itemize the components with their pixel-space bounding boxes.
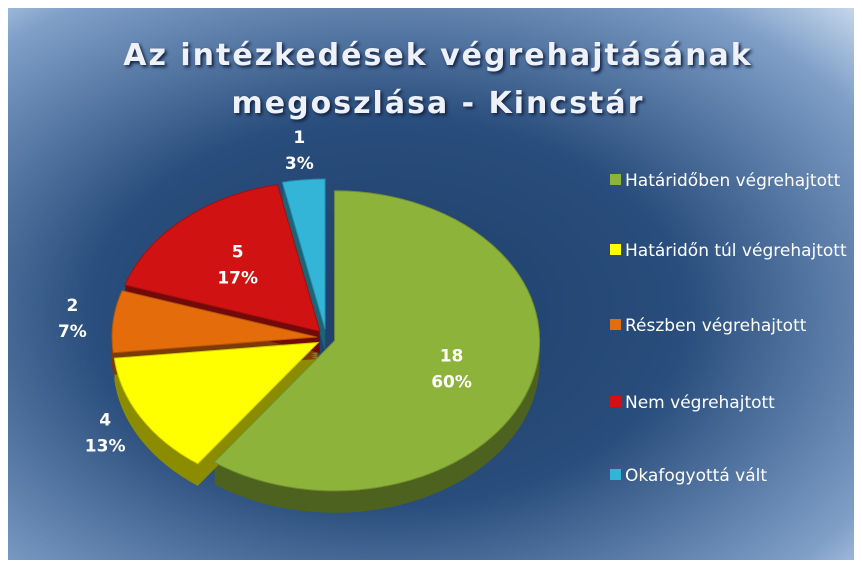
data-label: 2	[66, 296, 78, 316]
chart: 18 60% 4 13% 2 7% 5 17% 1 3% Az intézkedések végr…	[8, 8, 854, 560]
slice	[113, 341, 320, 465]
legend-swatch	[610, 174, 621, 185]
legend-swatch	[610, 244, 621, 255]
legend-swatch	[610, 396, 621, 407]
legend-swatch	[610, 319, 621, 330]
data-label: 17%	[217, 268, 258, 288]
legend-label: Nem végrehajtott	[625, 393, 775, 413]
data-label: 18	[440, 347, 464, 367]
legend-item: Okafogyottá vált	[610, 463, 850, 489]
legend-label: Határidőn túl végrehajtott	[625, 241, 847, 261]
data-label: 60%	[431, 373, 472, 393]
legend-item: Nem végrehajtott	[610, 390, 850, 416]
legend-item: Határidőn túl végrehajtott	[610, 238, 850, 264]
data-label: 1	[293, 128, 305, 148]
data-label: 7%	[58, 322, 87, 342]
legend-item: Részben végrehajtott	[610, 313, 850, 339]
data-label: 13%	[85, 437, 126, 457]
slice	[213, 190, 541, 492]
slice	[124, 184, 321, 332]
legend-swatch	[610, 469, 621, 480]
legend-label: Határidőben végrehajtott	[625, 171, 841, 191]
legend-item: Határidőben végrehajtott	[610, 168, 850, 194]
data-label: 4	[99, 411, 111, 431]
legend-label: Részben végrehajtott	[625, 316, 807, 336]
legend-label: Okafogyottá vált	[625, 466, 768, 486]
data-label: 5	[232, 242, 244, 262]
slice	[111, 290, 318, 354]
chart-title: Az intézkedések végrehajtásának megoszlá…	[123, 38, 753, 121]
slice	[281, 178, 326, 330]
data-label: 3%	[285, 154, 314, 174]
